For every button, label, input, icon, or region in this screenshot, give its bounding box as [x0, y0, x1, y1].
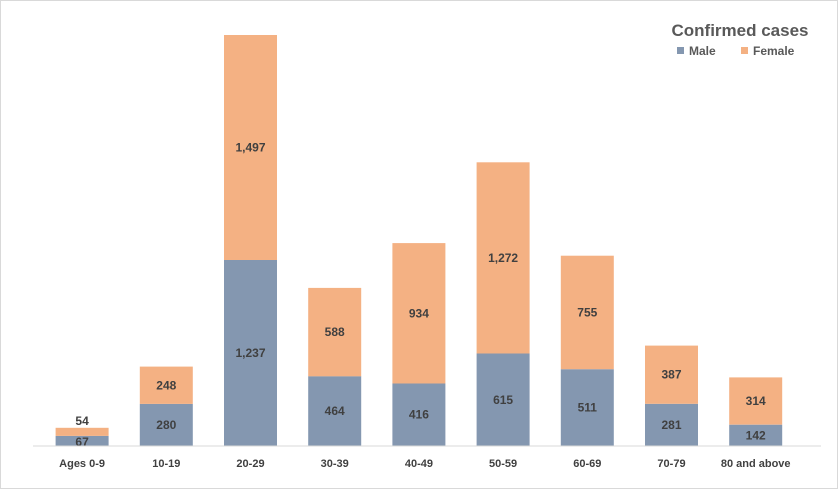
x-tick-label-4: 40-49 — [405, 458, 433, 470]
data-label-male-8: 142 — [746, 428, 766, 442]
bar-female-0 — [55, 427, 109, 436]
bar-male-7 — [645, 403, 698, 446]
data-label-female-4: 934 — [409, 306, 429, 320]
x-tick-label-7: 70-79 — [657, 458, 685, 470]
x-tick-label-2: 20-29 — [236, 458, 264, 470]
data-label-male-6: 511 — [578, 401, 598, 415]
data-label-female-5: 1,272 — [488, 251, 518, 265]
data-label-female-1: 248 — [156, 378, 176, 392]
bar-female-7 — [645, 345, 698, 404]
chart-title: Confirmed cases — [672, 21, 809, 40]
data-label-female-3: 588 — [325, 325, 345, 339]
legend-label-male: Male — [689, 44, 716, 58]
data-label-male-3: 464 — [325, 404, 345, 418]
x-tick-label-3: 30-39 — [321, 458, 349, 470]
legend-swatch-female — [741, 47, 748, 54]
x-tick-label-8: 80 and above — [721, 458, 791, 470]
data-label-male-1: 280 — [156, 418, 176, 432]
bar-female-5 — [476, 162, 530, 354]
bar-male-0 — [55, 435, 109, 446]
x-tick-label-5: 50-59 — [489, 458, 517, 470]
bar-female-6 — [560, 255, 614, 370]
bar-female-8 — [729, 377, 783, 425]
bar-male-1 — [139, 403, 193, 446]
data-label-male-7: 281 — [661, 418, 681, 432]
bar-female-2 — [224, 35, 277, 260]
data-label-male-5: 615 — [493, 393, 513, 407]
bar-male-5 — [476, 353, 530, 446]
data-label-male-4: 416 — [409, 408, 429, 422]
data-label-female-0: 54 — [75, 414, 89, 428]
bar-female-4 — [392, 243, 446, 384]
data-label-female-2: 1,497 — [235, 141, 265, 155]
bar-male-8 — [729, 424, 783, 446]
legend-swatch-male — [677, 47, 684, 54]
data-label-female-6: 755 — [577, 305, 597, 319]
legend: Male Female — [677, 44, 795, 58]
x-axis-tick-labels: Ages 0-9 10-19 20-29 30-39 40-49 50-59 60-69 70… — [59, 458, 790, 470]
bar-male-2 — [224, 260, 277, 446]
x-tick-label-0: Ages 0-9 — [59, 458, 105, 470]
data-label-male-2: 1,237 — [235, 346, 265, 360]
bar-female-3 — [308, 287, 362, 377]
legend-label-female: Female — [753, 44, 795, 58]
bar-male-4 — [392, 383, 446, 446]
bar-male-3 — [308, 376, 362, 446]
bar-group: 67 54 280 248 1,237 1,497 464 588 416 934 615 1,272… — [55, 35, 783, 449]
data-label-female-7: 387 — [661, 368, 681, 382]
bar-female-1 — [139, 366, 193, 404]
data-label-female-8: 314 — [746, 394, 766, 408]
bar-male-6 — [560, 369, 614, 446]
x-tick-label-1: 10-19 — [152, 458, 180, 470]
data-label-male-0: 67 — [75, 435, 89, 449]
x-tick-label-6: 60-69 — [573, 458, 601, 470]
